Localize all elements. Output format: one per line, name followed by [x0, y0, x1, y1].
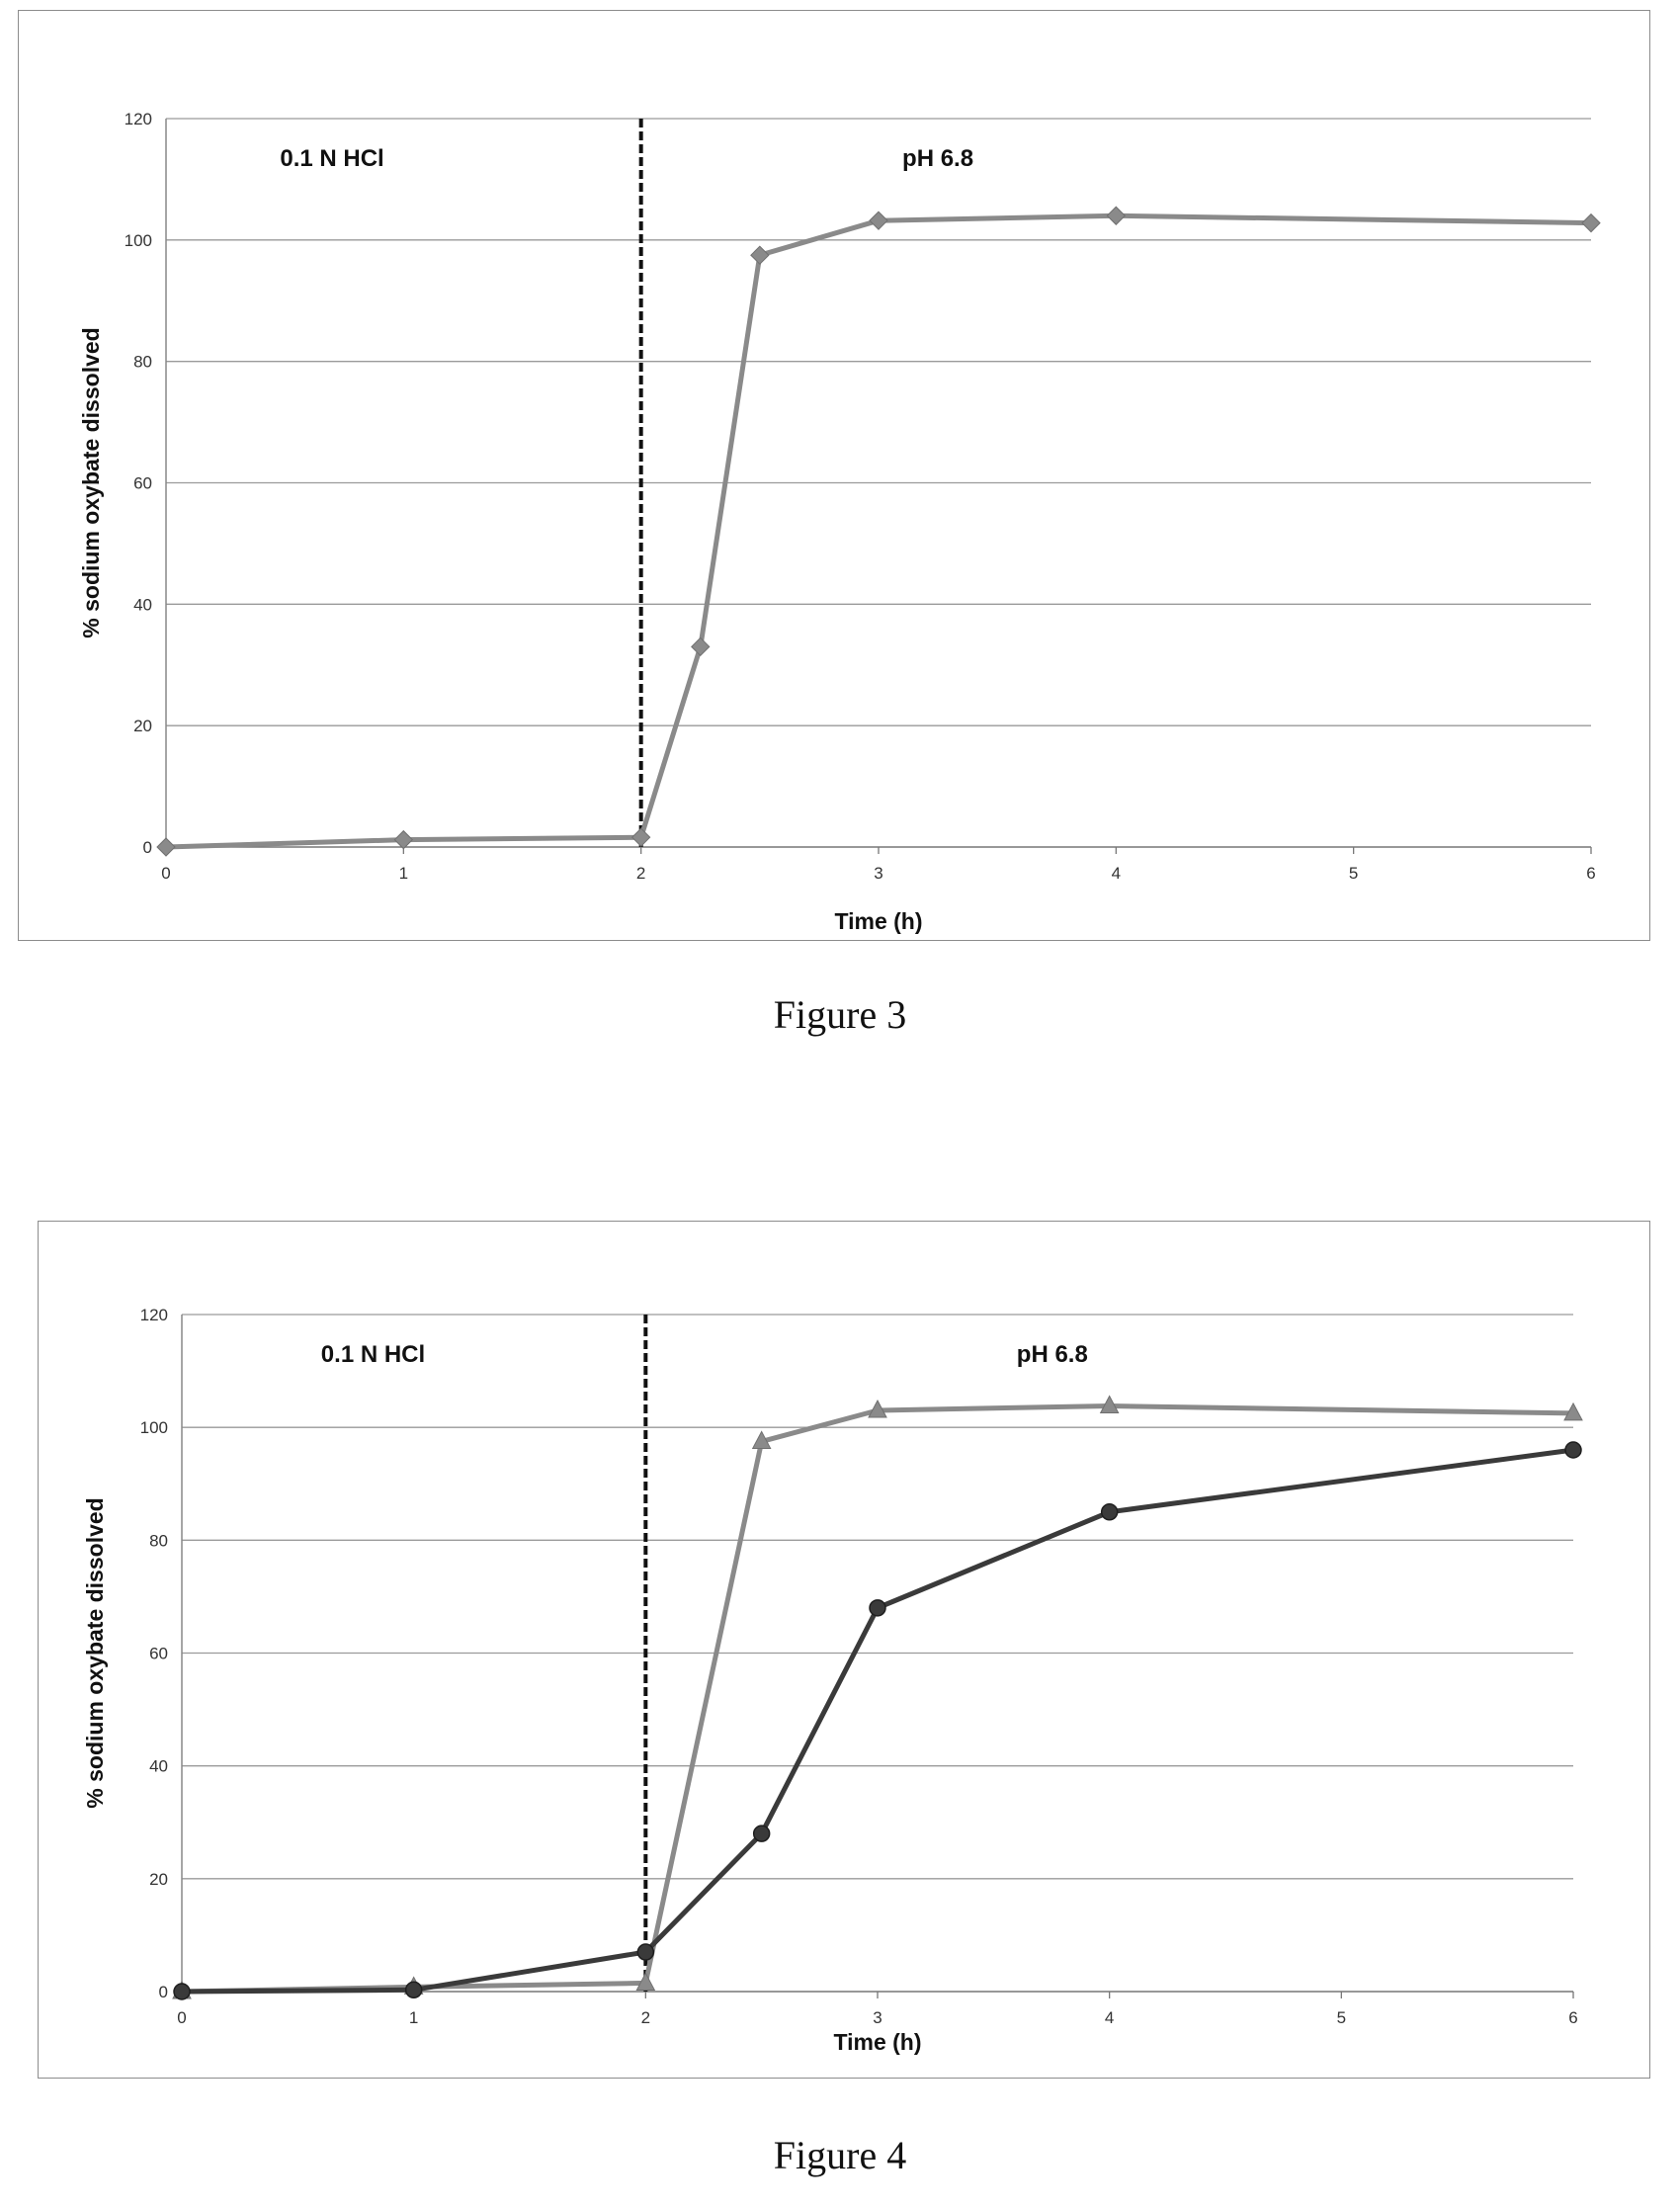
x-axis-title: Time (h) [834, 908, 922, 934]
x-tick-label: 1 [399, 864, 408, 883]
data-point [1564, 1441, 1582, 1459]
data-point [1563, 1402, 1583, 1421]
x-tick-label: 2 [636, 864, 645, 883]
y-tick-label: 40 [133, 595, 152, 614]
data-point [691, 637, 711, 657]
y-tick-label: 40 [149, 1757, 168, 1776]
y-tick-label: 100 [125, 231, 152, 250]
data-point [636, 1943, 655, 1961]
x-tick-label: 4 [1105, 2008, 1114, 2027]
data-point [635, 1972, 656, 1991]
buffer-phase-label: pH 6.8 [1017, 1341, 1088, 1368]
x-tick-label: 3 [873, 2008, 882, 2027]
data-point [751, 1430, 772, 1449]
x-tick-label: 3 [874, 864, 882, 883]
data-point [393, 829, 414, 850]
y-axis-title: % sodium oxybate dissolved [82, 1497, 108, 1808]
x-tick-label: 6 [1586, 864, 1595, 883]
y-tick-label: 20 [149, 1870, 168, 1889]
figure-4-frame [38, 1221, 1650, 2079]
data-point [1099, 1395, 1120, 1413]
y-tick-label: 60 [133, 474, 152, 493]
y-tick-label: 0 [143, 838, 152, 857]
y-tick-label: 80 [149, 1531, 168, 1550]
y-tick-label: 120 [140, 1306, 168, 1324]
x-tick-label: 0 [177, 2008, 186, 2027]
figure-3-caption: Figure 3 [773, 992, 907, 1037]
data-point [750, 245, 770, 265]
data-point [1100, 1503, 1119, 1521]
data-point [156, 837, 176, 857]
x-tick-label: 0 [161, 864, 170, 883]
data-point [404, 1981, 423, 1999]
y-tick-label: 20 [133, 717, 152, 735]
y-tick-label: 60 [149, 1645, 168, 1663]
figure-4-caption: Figure 4 [773, 2133, 907, 2177]
x-tick-label: 1 [409, 2008, 418, 2027]
data-point [630, 827, 651, 847]
y-tick-label: 100 [140, 1418, 168, 1437]
y-axis-title: % sodium oxybate dissolved [78, 327, 104, 637]
data-point [869, 1599, 886, 1617]
data-point [173, 1983, 191, 2000]
data-point [869, 211, 888, 230]
series-line-1 [181, 1403, 1574, 1995]
data-point [752, 1825, 771, 1842]
x-tick-label: 5 [1337, 2008, 1346, 2027]
data-point [868, 1399, 887, 1418]
y-tick-label: 0 [159, 1983, 168, 2001]
series-line-2 [181, 1447, 1574, 1995]
data-point [1106, 206, 1127, 225]
x-axis-title: Time (h) [833, 2029, 921, 2055]
y-tick-label: 120 [125, 110, 152, 128]
chart-4: 0 20 40 60 80 100 120 0 1 2 3 4 5 6 Time (h) % sodium o… [82, 1306, 1583, 2055]
chart-3: 0 20 40 60 80 100 120 0 1 2 3 4 5 6 Time (h) % sodium o… [78, 110, 1601, 934]
series-line-1 [165, 212, 1592, 850]
x-tick-label: 6 [1568, 2008, 1577, 2027]
figure-3-frame [18, 10, 1650, 941]
buffer-phase-label: pH 6.8 [902, 145, 973, 172]
x-tick-label: 4 [1112, 864, 1121, 883]
data-point [1581, 212, 1601, 233]
x-tick-label: 2 [641, 2008, 650, 2027]
acid-phase-label: 0.1 N HCl [321, 1341, 425, 1368]
y-tick-label: 80 [133, 353, 152, 372]
x-tick-label: 5 [1349, 864, 1358, 883]
acid-phase-label: 0.1 N HCl [280, 145, 383, 172]
